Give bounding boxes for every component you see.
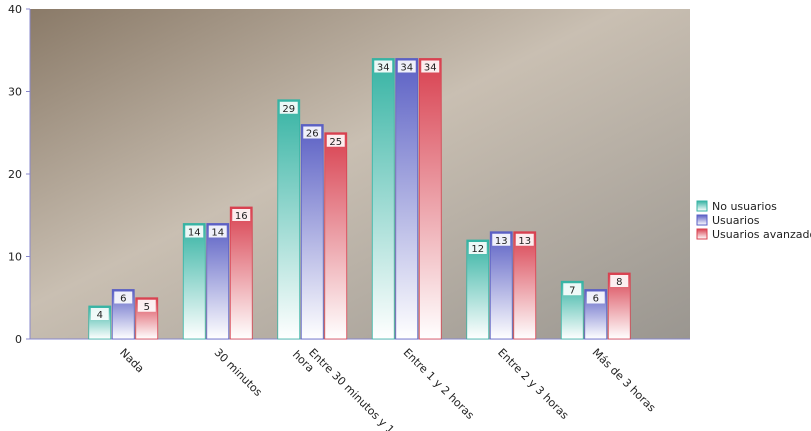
value-label-box	[208, 225, 227, 238]
value-label-box	[90, 308, 109, 320]
bar	[395, 58, 419, 340]
bar	[513, 231, 537, 340]
value-label: 4	[97, 310, 103, 321]
value-label: 29	[282, 104, 295, 115]
value-label-box	[515, 233, 534, 246]
value-label-box	[563, 283, 582, 296]
value-label-box	[114, 291, 133, 304]
bar	[466, 239, 490, 340]
value-label: 5	[144, 302, 150, 313]
value-label: 7	[569, 285, 575, 296]
value-label: 14	[188, 228, 201, 239]
legend-label: Usuarios	[712, 214, 760, 227]
value-label: 6	[593, 294, 599, 305]
bar	[371, 58, 395, 340]
value-label-box	[610, 275, 629, 287]
bar	[324, 132, 348, 340]
legend-swatch	[696, 228, 708, 240]
value-label: 6	[120, 294, 126, 305]
value-label-box	[279, 101, 298, 114]
value-label-box	[303, 126, 322, 139]
y-tick-label: 20	[8, 168, 22, 181]
value-label-box	[397, 60, 416, 73]
value-label: 25	[329, 137, 342, 148]
bar	[182, 223, 206, 340]
y-tick-label: 0	[15, 333, 22, 346]
value-label-box	[421, 60, 440, 73]
y-tick-label: 10	[8, 251, 22, 264]
legend-swatch	[696, 214, 708, 226]
bar	[418, 58, 442, 340]
value-label-box	[232, 209, 251, 221]
value-label-box	[586, 291, 605, 304]
value-label-box	[137, 299, 156, 312]
value-label: 34	[400, 63, 413, 74]
legend-swatch	[696, 200, 708, 212]
value-label: 26	[306, 129, 319, 140]
value-label: 34	[377, 63, 390, 74]
x-tick-label: Nada	[117, 346, 146, 375]
x-tick-label: 30 minutos	[212, 346, 265, 399]
value-label: 34	[424, 63, 437, 74]
bar	[206, 223, 230, 340]
bar	[560, 280, 584, 340]
y-tick-label: 40	[8, 3, 22, 16]
bar	[489, 231, 513, 340]
value-label: 12	[471, 244, 484, 255]
x-tick-label: Entre 2 y 3 horas	[495, 346, 571, 422]
y-tick-label: 30	[8, 86, 22, 99]
value-label-box	[374, 60, 393, 73]
value-label: 13	[518, 236, 531, 247]
bar	[229, 206, 253, 340]
value-label-box	[492, 233, 511, 246]
value-label-box	[326, 134, 345, 147]
value-label: 16	[235, 211, 248, 222]
value-label: 13	[495, 236, 508, 247]
bar	[607, 272, 631, 340]
value-label: 14	[211, 228, 224, 239]
legend-label: Usuarios avanzados	[712, 228, 811, 241]
value-label-box	[185, 225, 204, 238]
value-label-box	[468, 242, 487, 254]
bar	[277, 99, 301, 340]
x-tick-label: Entre 30 minutos y 1hora	[290, 339, 397, 431]
value-label: 8	[616, 277, 622, 288]
bar	[300, 124, 324, 340]
legend-label: No usuarios	[712, 200, 777, 213]
x-tick-label: Más de 3 horas	[590, 346, 659, 415]
x-tick-label: Entre 1 y 2 horas	[401, 346, 477, 422]
